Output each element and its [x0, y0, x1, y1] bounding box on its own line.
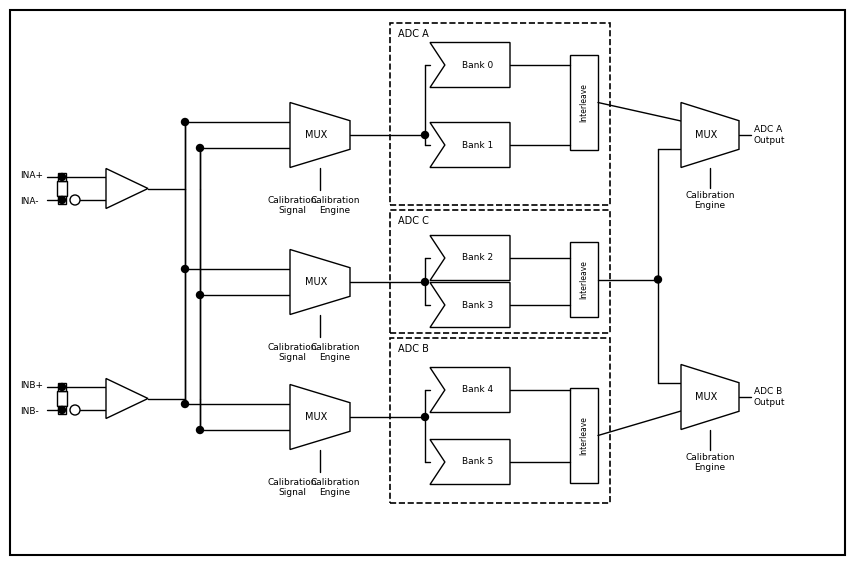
Text: Bank 2: Bank 2 [463, 254, 493, 263]
Text: Calibration
Engine: Calibration Engine [685, 453, 734, 472]
Circle shape [70, 195, 80, 205]
Text: Calibration
Engine: Calibration Engine [685, 191, 734, 210]
Text: Bank 5: Bank 5 [463, 458, 493, 467]
Text: Bank 4: Bank 4 [463, 385, 493, 394]
Bar [570, 388, 598, 483]
Text: Calibration
Engine: Calibration Engine [310, 478, 360, 497]
Text: INB+: INB+ [20, 381, 43, 390]
Text: ADC A: ADC A [398, 29, 428, 39]
Bar [58, 383, 66, 391]
Circle shape [58, 173, 66, 180]
Polygon shape [290, 385, 350, 450]
Text: Calibration
Signal: Calibration Signal [268, 343, 316, 362]
Circle shape [197, 427, 203, 433]
Text: Calibration
Signal: Calibration Signal [268, 478, 316, 497]
Polygon shape [290, 102, 350, 167]
Polygon shape [430, 282, 510, 328]
Text: ADC A
Output: ADC A Output [754, 125, 786, 145]
Circle shape [181, 119, 188, 125]
Circle shape [422, 279, 428, 285]
Circle shape [181, 266, 188, 272]
Circle shape [181, 401, 188, 407]
Text: MUX: MUX [305, 277, 327, 287]
Text: INA+: INA+ [20, 172, 43, 180]
Polygon shape [430, 42, 510, 88]
Polygon shape [290, 250, 350, 315]
Bar [58, 173, 66, 181]
Text: Interleave: Interleave [580, 83, 588, 122]
Polygon shape [106, 379, 148, 419]
Text: Bank 3: Bank 3 [463, 301, 493, 310]
Text: INB-: INB- [20, 406, 38, 415]
Circle shape [58, 406, 66, 414]
Circle shape [422, 132, 428, 138]
Circle shape [58, 384, 66, 390]
Text: ADC B: ADC B [398, 344, 429, 354]
Text: INA-: INA- [20, 197, 38, 206]
Text: Interleave: Interleave [580, 416, 588, 455]
Bar [570, 55, 598, 150]
Text: MUX: MUX [305, 130, 327, 140]
Polygon shape [430, 123, 510, 167]
Circle shape [58, 197, 66, 203]
Text: Bank 0: Bank 0 [463, 60, 493, 69]
Circle shape [422, 414, 428, 420]
Bar [58, 406, 66, 414]
Text: Calibration
Engine: Calibration Engine [310, 343, 360, 362]
Text: MUX: MUX [305, 412, 327, 422]
Polygon shape [430, 236, 510, 280]
Text: MUX: MUX [695, 130, 717, 140]
Bar [57, 391, 67, 406]
Circle shape [654, 276, 662, 283]
Bar [390, 23, 610, 205]
Polygon shape [681, 102, 739, 167]
Bar [58, 196, 66, 204]
Circle shape [197, 145, 203, 151]
Bar [390, 338, 610, 503]
Polygon shape [430, 440, 510, 485]
Circle shape [197, 292, 203, 298]
Bar [390, 210, 610, 333]
Polygon shape [106, 168, 148, 208]
Text: Bank 1: Bank 1 [463, 141, 493, 150]
Polygon shape [430, 367, 510, 412]
Text: Calibration
Engine: Calibration Engine [310, 196, 360, 215]
Text: ADC B
Output: ADC B Output [754, 387, 786, 407]
Text: Interleave: Interleave [580, 260, 588, 299]
Text: MUX: MUX [695, 392, 717, 402]
Bar [57, 181, 67, 196]
Text: Calibration
Signal: Calibration Signal [268, 196, 316, 215]
Polygon shape [681, 364, 739, 429]
Circle shape [70, 405, 80, 415]
Bar [570, 242, 598, 317]
Text: ADC C: ADC C [398, 216, 429, 226]
